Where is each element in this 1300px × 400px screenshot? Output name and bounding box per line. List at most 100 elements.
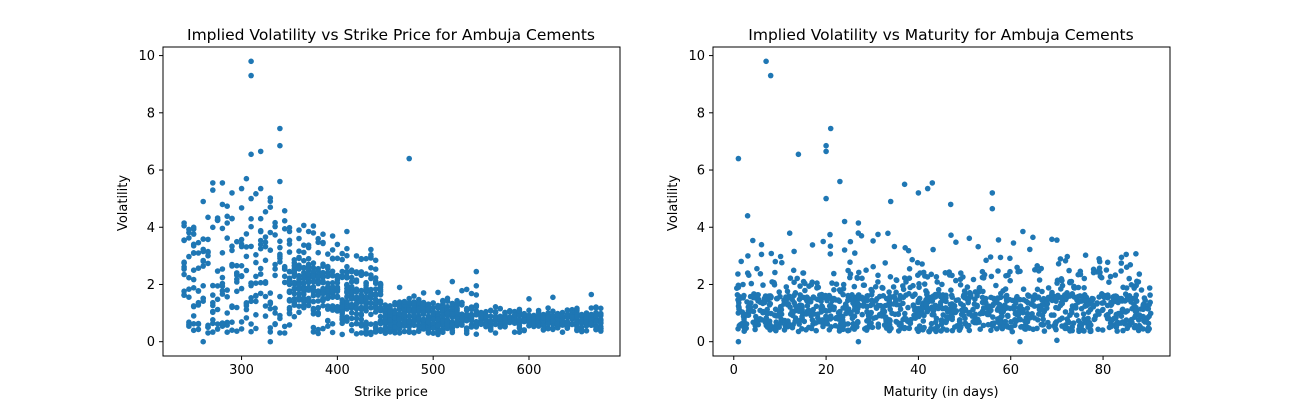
data-point — [305, 228, 312, 235]
data-point — [416, 308, 422, 315]
data-point — [210, 187, 216, 193]
data-point — [186, 253, 192, 260]
data-point — [487, 307, 494, 314]
data-point — [320, 261, 326, 268]
data-point — [1010, 240, 1017, 246]
data-point — [837, 178, 843, 185]
data-point — [983, 257, 989, 264]
data-point — [895, 311, 902, 318]
data-point — [531, 314, 537, 320]
data-point — [296, 248, 302, 254]
data-point — [550, 308, 556, 315]
data-point — [286, 228, 293, 235]
data-point — [291, 313, 298, 320]
data-point — [234, 279, 240, 285]
data-point — [1007, 268, 1013, 275]
data-point — [858, 296, 865, 302]
data-point — [339, 308, 346, 314]
data-point — [900, 300, 906, 307]
data-point — [363, 280, 369, 287]
data-point — [392, 315, 398, 321]
data-point — [272, 232, 278, 238]
data-point — [521, 327, 527, 334]
data-point — [962, 315, 968, 322]
y-tick-label: 10 — [688, 49, 705, 64]
data-point — [1059, 300, 1066, 307]
data-point — [855, 338, 862, 345]
data-point — [329, 329, 336, 336]
data-point — [1131, 285, 1137, 291]
data-point — [497, 314, 504, 321]
data-point — [267, 329, 274, 335]
data-point — [875, 279, 881, 285]
data-point — [214, 321, 221, 327]
data-point — [181, 237, 187, 243]
data-point — [301, 249, 307, 256]
data-point — [740, 281, 746, 288]
data-point — [1144, 314, 1151, 321]
data-point — [771, 279, 777, 286]
data-point — [868, 291, 875, 298]
data-point — [757, 307, 763, 314]
data-point — [569, 321, 575, 328]
data-point — [444, 298, 451, 305]
data-point — [420, 309, 427, 316]
data-point — [550, 318, 556, 324]
data-point — [943, 298, 949, 305]
data-point — [344, 263, 350, 270]
data-point — [416, 323, 422, 330]
data-point — [1107, 308, 1114, 315]
data-point — [339, 250, 346, 257]
data-point — [989, 205, 996, 212]
data-point — [886, 298, 893, 305]
data-point — [358, 256, 365, 263]
data-point — [315, 298, 322, 304]
data-point — [253, 252, 259, 258]
data-point — [262, 243, 269, 250]
data-point — [195, 288, 202, 294]
data-point — [916, 313, 922, 320]
data-point — [257, 271, 264, 277]
data-point — [344, 245, 350, 252]
data-point — [243, 315, 250, 321]
data-point — [325, 280, 331, 287]
data-point — [396, 316, 403, 323]
data-point — [257, 279, 264, 286]
data-point — [344, 289, 350, 296]
data-point — [1140, 302, 1146, 309]
data-point — [777, 293, 783, 300]
data-point — [435, 316, 441, 323]
data-point — [812, 320, 819, 326]
data-point — [291, 300, 298, 307]
data-point — [1062, 325, 1068, 332]
data-point — [353, 294, 360, 301]
data-point — [406, 155, 413, 162]
data-point — [593, 318, 599, 325]
data-point — [995, 268, 1001, 274]
data-point — [790, 267, 797, 274]
data-point — [873, 304, 880, 310]
data-point — [205, 214, 211, 221]
data-point — [420, 317, 427, 323]
data-point — [406, 324, 413, 330]
data-point — [325, 294, 331, 301]
data-point — [1138, 287, 1145, 293]
data-point — [348, 303, 355, 309]
data-point — [1067, 312, 1073, 319]
data-point — [772, 269, 778, 276]
data-point — [219, 180, 226, 186]
data-point — [325, 251, 331, 257]
data-point — [411, 299, 417, 306]
data-point — [1095, 326, 1101, 333]
data-point — [953, 277, 959, 284]
data-point — [948, 287, 954, 294]
data-point — [1053, 304, 1059, 311]
data-point — [760, 282, 766, 288]
data-point — [897, 306, 904, 313]
data-point — [1118, 254, 1125, 261]
data-point — [368, 272, 374, 278]
data-point — [598, 305, 604, 312]
data-point — [1105, 292, 1111, 298]
data-point — [267, 290, 274, 296]
data-point — [854, 275, 861, 282]
